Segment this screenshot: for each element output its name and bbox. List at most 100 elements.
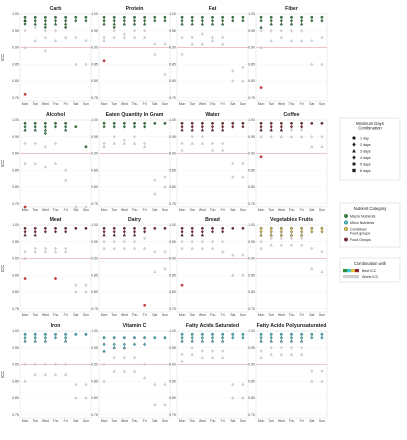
best-icc-point	[310, 15, 314, 19]
worst-icc-point	[289, 39, 294, 42]
worst-icc-point	[231, 382, 235, 387]
best-icc-point	[180, 233, 184, 237]
y-tick-label: 1.00	[91, 223, 98, 227]
outlier-point	[23, 277, 27, 280]
best-icc-point	[269, 229, 273, 234]
y-tick-label: 0.95	[169, 346, 176, 350]
best-icc-point	[290, 18, 293, 23]
worst-icc-point	[43, 29, 47, 33]
best-icc-point	[23, 339, 27, 343]
best-icc-point	[84, 332, 88, 336]
worst-icc-point	[221, 148, 225, 152]
x-tick-label: Wed	[121, 313, 128, 317]
panel-title: Water	[205, 112, 219, 118]
y-tick-label: 0.80	[169, 396, 176, 400]
panel-coffee: Coffee 0.75 0.80 0.85 0.90 0.95 1.00 Mon Tue Wed T…	[248, 112, 328, 212]
best-icc-point	[320, 332, 324, 336]
worst-icc-point	[84, 396, 88, 400]
y-tick-label: 0.75	[91, 202, 98, 206]
y-tick-label: 0.85	[91, 168, 98, 172]
worst-icc-point	[241, 161, 245, 166]
worst-icc-point	[221, 250, 225, 253]
x-tick-label: Mon	[22, 208, 29, 212]
x-tick-label: Thu	[53, 419, 59, 423]
worst-icc-point	[310, 39, 314, 43]
x-tick-label: Wed	[199, 313, 206, 317]
y-tick-label: 0.95	[12, 135, 19, 139]
y-tick-label: 0.80	[248, 290, 255, 294]
best-icc-point	[279, 124, 283, 129]
best-icc-point	[310, 229, 314, 234]
best-icc-point	[310, 18, 314, 23]
best-icc-point	[300, 335, 304, 340]
x-tick-label: Thu	[53, 313, 59, 317]
worst-icc-point	[102, 246, 106, 250]
y-tick-label: 0.85	[169, 168, 176, 172]
y-tick-label: 0.95	[248, 135, 255, 139]
y-tick-label: 0.85	[248, 168, 255, 172]
worst-icc-point	[310, 145, 314, 148]
y-tick-label: 0.85	[248, 62, 255, 66]
best-icc-point	[112, 336, 116, 340]
best-icc-point	[180, 226, 184, 230]
y-tick-label: 0.85	[169, 273, 176, 277]
worst-icc-point	[190, 35, 194, 40]
plot-area	[255, 13, 328, 102]
best-icc-point	[153, 226, 157, 230]
worst-icc-point	[122, 35, 126, 39]
worst-icc-point	[300, 346, 304, 350]
best-icc-point	[102, 336, 106, 340]
best-icc-point	[320, 121, 324, 125]
best-icc-point	[23, 128, 27, 132]
best-icc-point	[180, 121, 184, 125]
best-icc-point	[23, 124, 27, 129]
x-tick-label: Mon	[179, 419, 186, 423]
best-icc-point	[122, 229, 126, 234]
worst-icc-point	[122, 138, 126, 142]
best-icc-point	[102, 349, 106, 353]
y-axis-label: ICC	[0, 265, 5, 272]
worst-icc-point	[259, 240, 263, 244]
worst-icc-point	[320, 270, 324, 274]
worst-icc-point	[132, 35, 137, 39]
best-icc-point	[211, 124, 214, 129]
worst-icc-point	[320, 250, 324, 254]
best-icc-point	[163, 226, 167, 230]
best-icc-point	[231, 121, 235, 125]
worst-icc-point	[180, 246, 184, 250]
best-icc-point	[153, 121, 157, 125]
panel-vegetables-fruits: Vegetables Fruits 0.75 0.80 0.85 0.90 0.95 1.0…	[248, 217, 328, 317]
x-tick-label: Sat	[230, 419, 235, 423]
best-icc-point	[43, 22, 47, 26]
panel-water: Water 0.75 0.80 0.85 0.90 0.95 1.00 Mon Tue Wed Th…	[169, 112, 249, 212]
worst-icc-point	[279, 243, 283, 247]
panel-title: Carb	[50, 6, 62, 12]
best-icc-point	[112, 22, 116, 26]
best-icc-point	[180, 124, 184, 129]
panel-title: Vegetables Fruits	[270, 217, 313, 223]
best-icc-point	[259, 128, 263, 132]
worst-icc-point	[279, 134, 283, 138]
best-icc-point	[180, 339, 184, 343]
y-tick-label: 0.95	[169, 29, 176, 33]
worst-icc-point	[133, 29, 136, 33]
y-tick-label: 0.90	[169, 363, 176, 367]
worst-icc-point	[300, 29, 304, 33]
best-icc-point	[180, 18, 184, 23]
best-icc-point	[122, 15, 126, 19]
best-icc-point	[231, 15, 235, 19]
x-tick-label: Sun	[83, 419, 89, 423]
x-tick-label: Tue	[189, 102, 195, 106]
best-icc-point	[54, 335, 57, 340]
worst-icc-point	[180, 141, 184, 146]
y-tick-label: 0.90	[91, 257, 98, 261]
x-tick-label: Thu	[289, 313, 295, 317]
y-tick-label: 1.00	[12, 223, 19, 227]
best-icc-point	[43, 131, 47, 136]
legend-shape-triangle-icon	[352, 148, 356, 153]
worst-icc-point	[33, 25, 37, 30]
worst-icc-point	[153, 270, 157, 274]
y-tick-label: 0.90	[248, 363, 255, 367]
worst-icc-point	[153, 178, 157, 182]
best-icc-point	[102, 124, 106, 129]
